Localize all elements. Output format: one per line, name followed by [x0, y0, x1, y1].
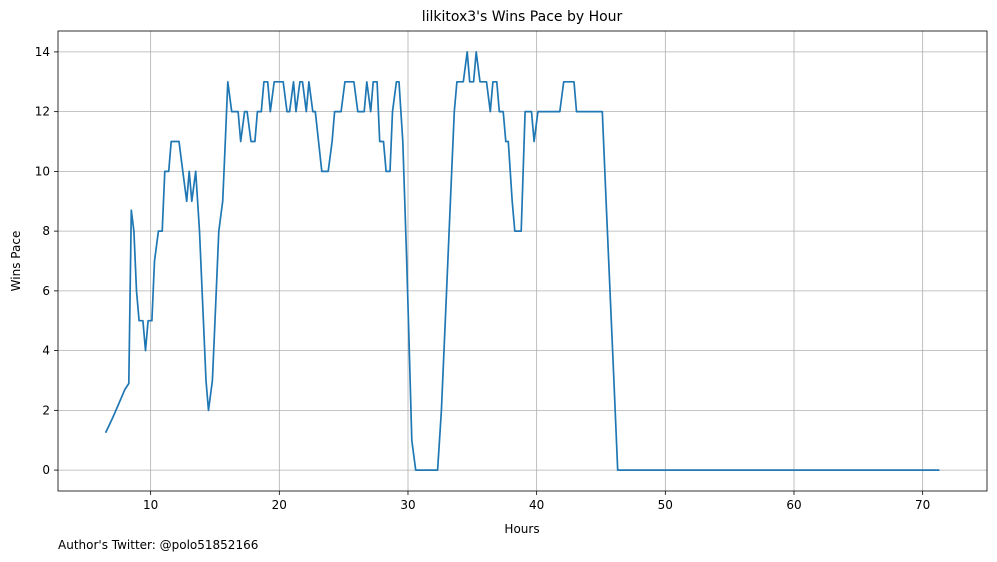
x-tick-label: 70 [915, 498, 930, 512]
x-tick-label: 60 [786, 498, 801, 512]
y-tick-label: 6 [42, 284, 50, 298]
series-group [104, 51, 940, 471]
y-axis-title: Wins Pace [9, 231, 23, 292]
plot-frame [57, 30, 988, 492]
x-tick-label: 30 [400, 498, 415, 512]
series-line [104, 51, 940, 471]
y-tick-label: 2 [42, 403, 50, 417]
x-axis-title: Hours [504, 522, 539, 536]
chart-title: lilkitox3's Wins Pace by Hour [422, 9, 623, 25]
y-tick-label: 14 [35, 45, 50, 59]
x-tick-label: 10 [143, 498, 158, 512]
grid [58, 31, 987, 491]
y-tick-label: 8 [42, 224, 50, 238]
y-tick-label: 10 [35, 164, 50, 178]
y-axis: 0 2 4 6 8 10 12 14 [35, 45, 58, 477]
y-tick-label: 0 [42, 463, 50, 477]
y-tick-label: 4 [42, 344, 50, 358]
x-axis: 10 20 30 40 50 60 70 [143, 491, 930, 512]
author-credit: Author's Twitter: @polo51852166 [58, 538, 259, 552]
x-tick-label: 40 [529, 498, 544, 512]
y-tick-label: 12 [35, 105, 50, 119]
x-tick-label: 50 [658, 498, 673, 512]
x-tick-label: 20 [272, 498, 287, 512]
